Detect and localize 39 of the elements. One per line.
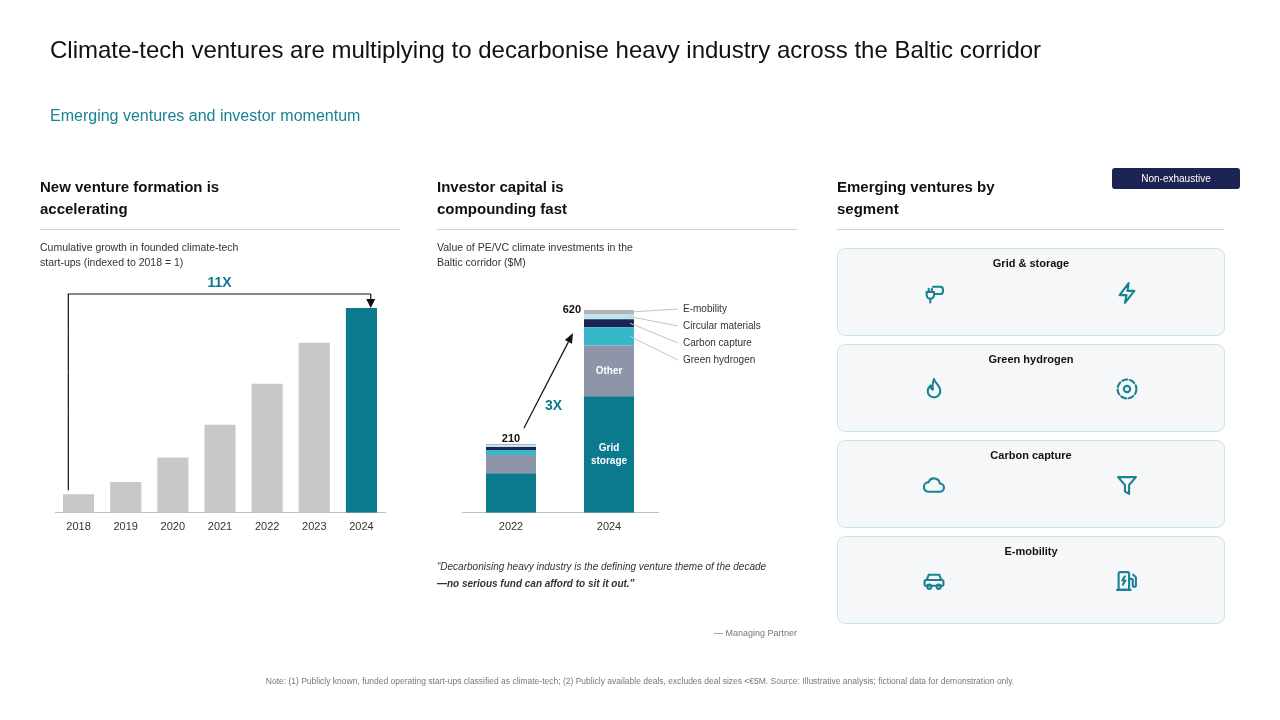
chart-title: Investor capital is compounding fast	[437, 177, 568, 219]
card: Carbon capture	[837, 440, 1225, 528]
chart-subtitle: Cumulative growth in founded climate-tech start-ups (indexed to 2018 = 1)	[40, 240, 240, 270]
text: — Managing Partner	[713, 627, 797, 639]
card: E-mobility	[837, 536, 1225, 624]
category-label: Grid & storage	[992, 256, 1070, 270]
annotation: 3X	[544, 396, 563, 414]
x-tick-label: 2019	[113, 520, 138, 533]
text: E-mobility	[682, 302, 727, 314]
category-label: Carbon capture	[990, 448, 1072, 462]
chart-title: New venture formation is accelerating	[40, 177, 221, 219]
annotation: 620	[562, 303, 582, 316]
x-tick-label: 2024	[596, 520, 622, 533]
text: Circular materials	[682, 319, 761, 331]
x-tick-label: 2022	[254, 520, 280, 533]
category-label: Green hydrogen	[988, 352, 1074, 366]
text: Note: (1) Publicly known, funded operating start-ups classified as climate-tech; (2) Publicly available deals, excludes deal sizes <€5M. Source: Illustrative analysis; fictional data for demonstration only.	[265, 676, 1015, 687]
chart-subtitle: Value of PE/VC climate investments in the Baltic corridor ($M)	[437, 240, 634, 270]
text: Emerging ventures and investor momentum	[50, 106, 361, 125]
annotation: 210	[501, 432, 521, 445]
card: Grid & storage	[837, 248, 1225, 336]
text: Emerging ventures by segment	[837, 177, 996, 219]
category-label: E-mobility	[1004, 544, 1058, 558]
x-tick-label: 2018	[66, 520, 91, 533]
badge: Non-exhaustive	[1112, 168, 1240, 189]
text: Climate-tech ventures are multiplying to decarbonise heavy industry across the Baltic corridor	[50, 35, 1042, 65]
text: Carbon capture	[682, 336, 753, 348]
x-tick-label: 2020	[160, 520, 186, 533]
text: Green hydrogen	[682, 353, 756, 365]
card: Green hydrogen	[837, 344, 1225, 432]
x-tick-label: 2024	[349, 520, 374, 533]
x-tick-label: 2022	[498, 520, 524, 533]
x-tick-label: 2021	[207, 520, 233, 533]
series-label: Grid storage	[590, 441, 628, 466]
series-label: Other	[595, 364, 623, 376]
text: “Decarbonising heavy industry is the defining venture theme of the decade	[437, 560, 767, 574]
text: 11X	[207, 274, 232, 291]
x-tick-label: 2023	[302, 520, 327, 533]
text: —no serious fund can afford to sit it out.”	[437, 577, 635, 591]
